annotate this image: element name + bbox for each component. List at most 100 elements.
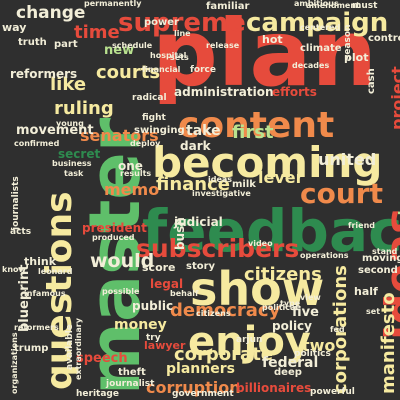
word: ideas [208,175,233,184]
word: secret [58,147,101,161]
word: deploy [130,139,161,148]
word: amendment [306,1,360,10]
word: heritage [76,389,119,399]
word: score [142,261,176,274]
word: part [54,39,78,50]
word: new [104,43,135,58]
word: one [118,159,143,173]
word: take [186,123,221,139]
word: story [186,261,216,272]
word: sets [170,53,189,62]
word: supreme [118,8,246,38]
word: force [190,65,216,75]
word: control [368,33,400,44]
word: confirmed [14,139,60,148]
word: fight [142,113,166,123]
word: enjoy [188,319,311,365]
word: subscribers [136,234,300,263]
word: billionaires [236,381,312,395]
word: swinging [134,125,185,136]
word: behalf [170,289,199,298]
word: five [292,305,319,320]
word: ruling [54,98,114,119]
word: bush [173,217,187,250]
word: try [146,333,161,343]
word: lever [258,168,304,187]
word: task [64,169,84,178]
word: type [280,299,301,308]
word: truth [18,37,47,48]
word: journalists [11,176,21,230]
word: radical [132,93,167,103]
word: judicial [174,215,223,229]
word: video [248,239,273,248]
word: moving [362,253,400,264]
word: courts [96,62,161,83]
word: public [132,299,174,313]
word: federal [262,355,319,371]
word: court [300,177,383,210]
word: speech [76,351,128,366]
word: reformers [14,323,59,332]
word: movement [16,123,94,138]
word: time [74,22,120,43]
word: stand [372,247,398,256]
word: operations [300,251,349,260]
word: think [24,255,57,268]
word: efforts [272,85,317,99]
word: organizations [10,332,19,394]
word: citizens [244,264,322,285]
word: legal [150,277,184,291]
word: manifesto [378,292,399,394]
word: powerful [310,387,355,397]
word: change [16,3,86,23]
word: campaign [246,8,389,38]
word: decades [292,61,330,70]
word: hot [262,33,283,46]
word: memo [104,180,160,199]
word: half [354,285,378,298]
word: government [172,389,234,399]
word: set [366,307,381,316]
word: leonard [38,267,73,276]
word: like [50,74,87,95]
word: business [52,159,92,168]
word: climate [300,43,342,54]
word: dark [180,139,211,153]
word: corporate [174,344,273,365]
word: possible [102,287,140,296]
word: ambitious [294,0,339,8]
word: power [144,17,179,28]
word: journalist [106,379,155,389]
word: show [190,262,325,316]
word: schedule [112,41,153,50]
word: season [343,24,353,60]
word: administration [174,85,274,99]
word: second [358,265,398,276]
word: infamous [24,289,66,298]
word: acts [10,227,32,237]
word: reformers [10,67,78,81]
word: cash [366,68,377,94]
word: money [114,317,167,333]
word: hospital [150,51,187,60]
word: corruption [146,378,241,397]
word: fed [330,325,345,334]
word: planners [166,361,235,377]
word: produced [92,233,135,242]
word: citizens [196,309,231,318]
word: centered [300,23,341,32]
word: plan [152,0,377,107]
word: way [2,21,27,34]
word: lawyer [144,339,186,352]
word: political [262,303,299,312]
word: deep [274,367,302,378]
word: arjun [236,335,263,345]
word: friend [348,221,376,230]
word: first [232,122,274,143]
word: united [318,150,377,169]
word: view [300,293,321,302]
word: results [120,169,152,178]
word: politics [294,349,331,359]
